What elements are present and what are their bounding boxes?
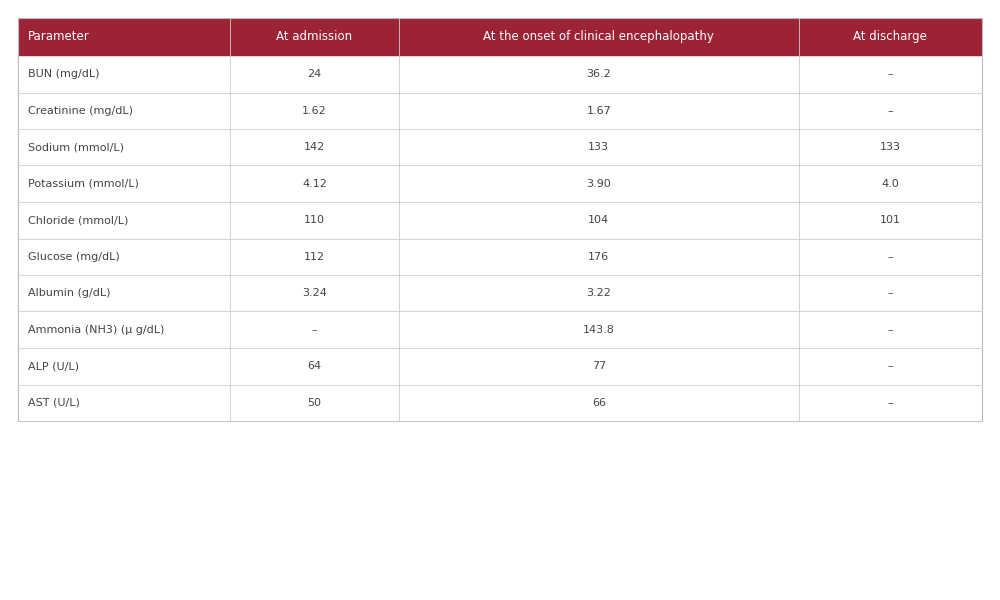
Bar [799,385,982,421]
Text: 1.62: 1.62 [302,106,327,116]
Bar [230,311,399,348]
Text: 142: 142 [304,142,325,152]
Bar [18,238,230,275]
Text: Ammonia (NH3) (μ g/dL): Ammonia (NH3) (μ g/dL) [28,325,164,335]
Bar [230,129,399,166]
Text: 3.24: 3.24 [302,288,327,298]
Text: –: – [888,361,893,371]
Bar [230,348,399,385]
Bar [18,18,230,56]
Text: Chloride (mmol/L): Chloride (mmol/L) [28,215,128,225]
Text: –: – [888,252,893,262]
Bar [399,92,799,129]
Bar [399,238,799,275]
Bar [799,18,982,56]
Bar [18,166,230,202]
Bar [799,92,982,129]
Text: 104: 104 [588,215,609,225]
Bar [230,92,399,129]
Text: 133: 133 [880,142,901,152]
Bar [230,56,399,92]
Text: 3.90: 3.90 [586,179,611,189]
Bar [18,56,230,92]
Bar [18,348,230,385]
Text: 110: 110 [304,215,325,225]
Text: –: – [312,325,317,335]
Text: Sodium (mmol/L): Sodium (mmol/L) [28,142,124,152]
Bar [399,275,799,311]
Text: 101: 101 [880,215,901,225]
Text: 143.8: 143.8 [583,325,615,335]
Text: At the onset of clinical encephalopathy: At the onset of clinical encephalopathy [483,31,714,43]
Text: 1.67: 1.67 [586,106,611,116]
Bar [18,129,230,166]
Bar [399,166,799,202]
Bar [399,129,799,166]
Bar [799,56,982,92]
Bar [230,275,399,311]
Bar [18,311,230,348]
Bar [18,202,230,238]
Bar [230,166,399,202]
Text: At discharge: At discharge [853,31,927,43]
Bar [799,166,982,202]
Bar [799,311,982,348]
Bar [230,385,399,421]
Bar [399,385,799,421]
Bar [230,202,399,238]
Bar [18,385,230,421]
Text: –: – [888,288,893,298]
Bar [799,238,982,275]
Bar [399,56,799,92]
Text: –: – [888,398,893,408]
Text: 24: 24 [307,69,322,79]
Text: 133: 133 [588,142,609,152]
Text: –: – [888,325,893,335]
Text: 176: 176 [588,252,609,262]
Bar [18,275,230,311]
Text: Glucose (mg/dL): Glucose (mg/dL) [28,252,120,262]
Bar [399,311,799,348]
Text: 112: 112 [304,252,325,262]
Text: 4.0: 4.0 [882,179,899,189]
Bar [799,129,982,166]
Text: At admission: At admission [276,31,352,43]
Text: Potassium (mmol/L): Potassium (mmol/L) [28,179,139,189]
Bar [399,348,799,385]
Text: BUN (mg/dL): BUN (mg/dL) [28,69,100,79]
Bar [399,202,799,238]
Text: ALP (U/L): ALP (U/L) [28,361,79,371]
Bar [18,18,982,421]
Text: 4.12: 4.12 [302,179,327,189]
Bar [799,348,982,385]
Text: Creatinine (mg/dL): Creatinine (mg/dL) [28,106,133,116]
Text: 66: 66 [592,398,606,408]
Text: –: – [888,69,893,79]
Bar [230,238,399,275]
Text: 77: 77 [592,361,606,371]
Bar [799,202,982,238]
Text: 64: 64 [307,361,321,371]
Text: 3.22: 3.22 [586,288,611,298]
Bar [18,92,230,129]
Text: –: – [888,106,893,116]
Bar [799,275,982,311]
Text: Albumin (g/dL): Albumin (g/dL) [28,288,110,298]
Text: 50: 50 [307,398,321,408]
Text: 36.2: 36.2 [586,69,611,79]
Text: AST (U/L): AST (U/L) [28,398,80,408]
Bar [230,18,399,56]
Text: Parameter: Parameter [28,31,90,43]
Bar [399,18,799,56]
